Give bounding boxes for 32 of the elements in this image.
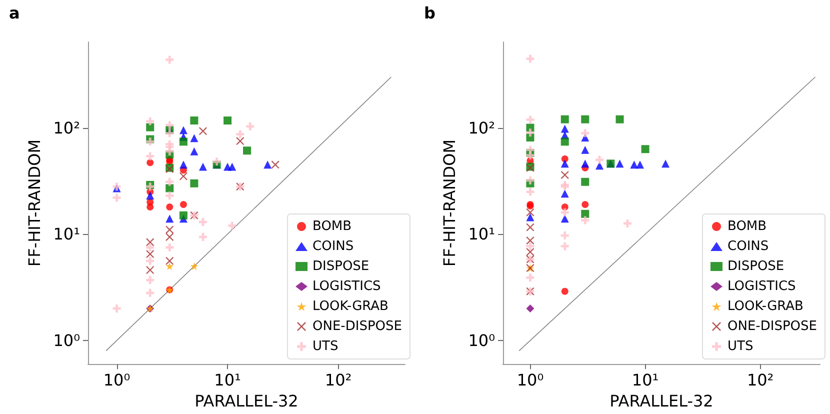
x-axis-title: PARALLEL-32 [194, 392, 298, 410]
y-tick-label: 10² [468, 118, 495, 138]
x-tick-label: 10² [324, 370, 352, 390]
x-tick-label: 10² [746, 370, 774, 390]
legend-label: BOMB [728, 219, 767, 234]
legend-label: DISPOSE [312, 259, 370, 274]
y-tick-label: 10¹ [53, 224, 80, 244]
x-tick-label: 10⁰ [103, 370, 130, 390]
legend-label: DISPOSE [728, 259, 784, 274]
chart-title: b [424, 4, 436, 22]
x-tick-label: 10¹ [632, 370, 659, 390]
chart-title: a [9, 4, 20, 22]
legend-label: UTS [728, 339, 754, 354]
legend-label: LOGISTICS [312, 279, 381, 294]
legend-label: ONE-DISPOSE [728, 319, 818, 334]
y-axis-title: FF-HIT-RANDOM [440, 139, 459, 267]
y-tick-label: 10² [53, 118, 80, 138]
legend-label: COINS [728, 239, 769, 254]
y-tick-label: 10¹ [468, 224, 495, 244]
y-tick-label: 10⁰ [53, 331, 80, 350]
x-tick-label: 10⁰ [516, 370, 544, 390]
legend-label: COINS [312, 239, 354, 254]
y-axis-title: FF-HIT-RANDOM [24, 139, 44, 267]
legend-label: LOOK-GRAB [728, 299, 804, 314]
legend-label: ONE-DISPOSE [312, 319, 402, 334]
y-tick-label: 10⁰ [468, 331, 495, 350]
legend-label: BOMB [312, 219, 352, 234]
legend-label: LOOK-GRAB [312, 299, 388, 314]
x-tick-label: 10¹ [214, 370, 241, 390]
legend-label: UTS [312, 339, 338, 354]
x-axis-title: PARALLEL-32 [610, 392, 714, 410]
legend-label: LOGISTICS [728, 279, 796, 294]
